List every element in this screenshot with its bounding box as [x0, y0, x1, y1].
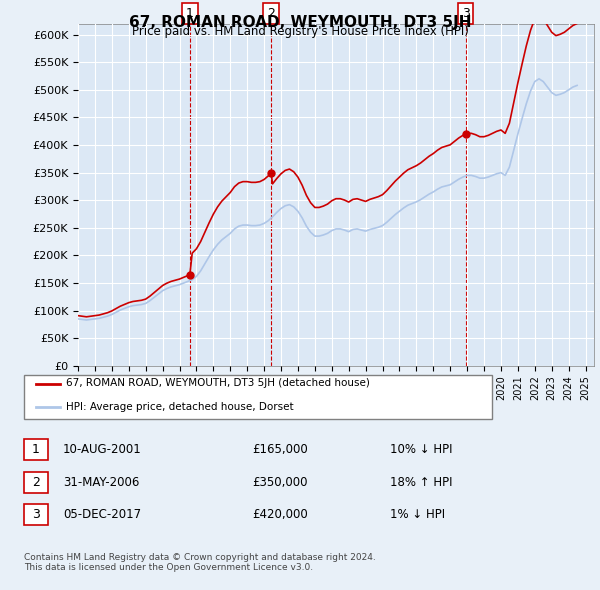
- Text: 1: 1: [32, 443, 40, 457]
- Text: 05-DEC-2017: 05-DEC-2017: [63, 508, 141, 522]
- Text: 31-MAY-2006: 31-MAY-2006: [63, 476, 139, 489]
- Text: 67, ROMAN ROAD, WEYMOUTH, DT3 5JH (detached house): 67, ROMAN ROAD, WEYMOUTH, DT3 5JH (detac…: [66, 379, 370, 388]
- Text: 1: 1: [186, 7, 194, 20]
- Text: £420,000: £420,000: [252, 508, 308, 522]
- Text: 3: 3: [462, 7, 470, 20]
- Text: Contains HM Land Registry data © Crown copyright and database right 2024.
This d: Contains HM Land Registry data © Crown c…: [24, 553, 376, 572]
- Text: 3: 3: [32, 508, 40, 522]
- Text: 10-AUG-2001: 10-AUG-2001: [63, 443, 142, 457]
- Text: 18% ↑ HPI: 18% ↑ HPI: [390, 476, 452, 489]
- Text: 2: 2: [267, 7, 275, 20]
- Text: 2: 2: [32, 476, 40, 489]
- Text: 1% ↓ HPI: 1% ↓ HPI: [390, 508, 445, 522]
- Text: HPI: Average price, detached house, Dorset: HPI: Average price, detached house, Dors…: [66, 402, 293, 412]
- Text: £165,000: £165,000: [252, 443, 308, 457]
- Text: 67, ROMAN ROAD, WEYMOUTH, DT3 5JH: 67, ROMAN ROAD, WEYMOUTH, DT3 5JH: [129, 15, 471, 30]
- Text: 10% ↓ HPI: 10% ↓ HPI: [390, 443, 452, 457]
- Text: Price paid vs. HM Land Registry's House Price Index (HPI): Price paid vs. HM Land Registry's House …: [131, 25, 469, 38]
- Text: £350,000: £350,000: [252, 476, 308, 489]
